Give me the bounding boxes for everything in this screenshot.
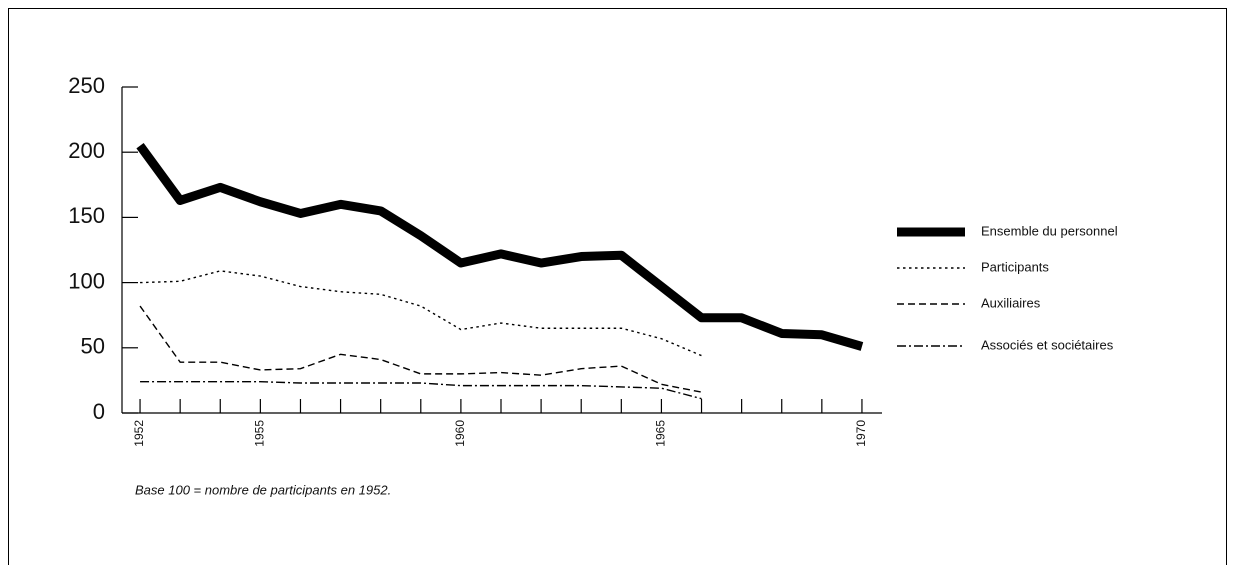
series-line xyxy=(136,143,864,351)
y-tick-label: 150 xyxy=(68,203,105,228)
note: Base 100 = nombre de participants en 195… xyxy=(135,482,391,497)
legend-label: Participants xyxy=(981,259,1049,274)
y-tick-label: 250 xyxy=(68,73,105,98)
x-tick-label: 1952 xyxy=(132,420,146,447)
legend-label: Ensemble du personnel xyxy=(981,223,1118,238)
series-line xyxy=(140,270,702,357)
x-tick-label: 1970 xyxy=(854,420,868,447)
x-tick-label: 1955 xyxy=(253,420,267,447)
series-line xyxy=(140,381,702,400)
y-tick-label: 100 xyxy=(68,268,105,293)
y-tick-label: 200 xyxy=(68,138,105,163)
x-tick-label: 1960 xyxy=(453,420,467,447)
y-tick-label: 50 xyxy=(81,334,105,359)
legend-label: Auxiliaires xyxy=(981,295,1041,310)
legend-label: Associés et sociétaires xyxy=(981,337,1114,352)
frame xyxy=(8,8,1227,565)
x-tick-label: 1965 xyxy=(654,420,668,447)
y-tick-label: 0 xyxy=(93,399,105,424)
series-line xyxy=(139,305,702,393)
